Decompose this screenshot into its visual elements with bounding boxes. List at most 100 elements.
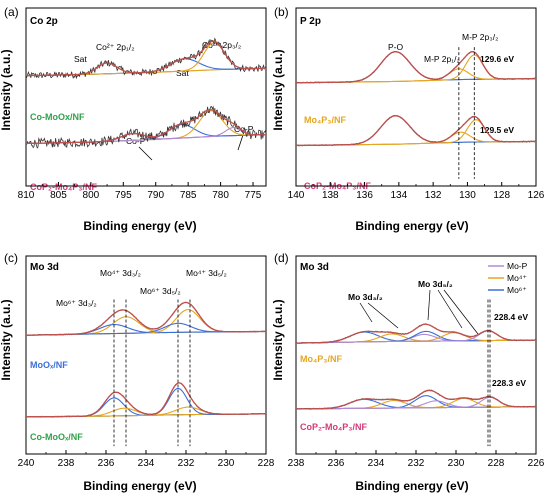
plot-frame [25, 7, 267, 187]
panel-b-title: P 2p [300, 16, 321, 27]
panel-c-sample-1-name: MoOₓ/NF [30, 360, 68, 370]
x-tick-label: 236 [328, 458, 345, 469]
panel-d-title: Mo 3d [300, 262, 329, 273]
panel-d-xlabel: Binding energy (eV) [355, 479, 468, 493]
x-tick-label: 138 [322, 190, 339, 201]
x-tick-label: 132 [425, 190, 442, 201]
x-tick-label: 240 [18, 458, 35, 469]
fit-envelope [295, 323, 537, 344]
panel-b-xlabel: Binding energy (eV) [355, 219, 468, 233]
fit-envelope [295, 389, 537, 410]
panel-c-annot-mo4-32: Mo⁴⁺ 3d₃/₂ [100, 268, 141, 278]
panel-b-annot-mp32: M-P 2p₃/₂ [462, 32, 498, 42]
panel-d-arrow-52-c [443, 289, 479, 335]
panel-a-co-2p: (a) Intensity (a.u.) Binding energy (eV)… [0, 5, 267, 233]
panel-d-annot-3d32: Mo 3d₃/₂ [348, 292, 383, 302]
x-tick-label: 790 [147, 190, 164, 201]
panel-d-ylabel: Intensity (a.u.) [271, 299, 285, 380]
panel-b-sample-1-name: Mo₄P₃/NF [304, 115, 346, 125]
plot-area [295, 50, 537, 147]
x-tick-label: 228 [488, 458, 505, 469]
panel-a-sample-2-name: CoP₂-Mo₄P₃/NF [30, 182, 97, 192]
legend-label-mo6: Mo⁶⁺ [507, 285, 527, 295]
panel-c-title: Mo 3d [30, 262, 59, 273]
panel-d-arrow-52-a [427, 289, 431, 321]
panel-a-annot-sat-left: Sat [74, 54, 87, 64]
fit-envelope [25, 40, 267, 77]
x-tick-label: 785 [180, 190, 197, 201]
x-tick-label: 234 [138, 458, 155, 469]
panel-b-p-2p: (b) Intensity (a.u.) Binding energy (eV)… [271, 5, 545, 233]
panel-c-sample-2-name: Co-MoOₓ/NF [30, 432, 83, 442]
legend-label-mo4: Mo⁴⁺ [507, 273, 527, 283]
x-tick-label: 780 [212, 190, 229, 201]
panel-d-arrow-32-b [367, 302, 399, 329]
x-tick-label: 805 [50, 190, 67, 201]
fit-envelope [295, 51, 537, 84]
panel-c-annot-mo4-52: Mo⁴⁺ 3d₅/₂ [186, 268, 227, 278]
panel-b-ylabel: Intensity (a.u.) [271, 49, 285, 130]
x-tick-label: 128 [493, 190, 510, 201]
panel-c-mo-3d: (c) Intensity (a.u.) Binding energy (eV)… [0, 251, 275, 493]
panel-a-title: Co 2p [30, 16, 58, 27]
fit-envelope [25, 382, 267, 418]
x-tick-label: 238 [58, 458, 75, 469]
panel-b-annot-e1: 129.6 eV [480, 54, 514, 64]
x-tick-label: 228 [258, 458, 275, 469]
panel-c-xlabel: Binding energy (eV) [83, 479, 196, 493]
panel-c-label: (c) [4, 251, 18, 265]
panel-d-label: (d) [274, 251, 289, 265]
x-tick-label: 130 [459, 190, 476, 201]
panel-b-annot-po: P-O [388, 42, 404, 52]
x-tick-label: 230 [448, 458, 465, 469]
plot-area [295, 323, 537, 410]
x-tick-label: 236 [98, 458, 115, 469]
x-tick-label: 795 [115, 190, 132, 201]
panel-d-annot-3d52: Mo 3d₅/₂ [418, 279, 453, 289]
x-tick-label: 232 [178, 458, 195, 469]
x-tick-label: 140 [288, 190, 305, 201]
panel-a-ylabel: Intensity (a.u.) [0, 49, 13, 130]
panel-d-annot-e1: 228.4 eV [494, 312, 528, 322]
panel-d-arrow-32-a [359, 302, 373, 323]
x-tick-label: 232 [408, 458, 425, 469]
panel-d-arrow-52-b [437, 289, 463, 329]
x-tick-label: 134 [391, 190, 408, 201]
panel-c-annot-mo6-52: Mo⁶⁺ 3d₅/₂ [140, 286, 181, 296]
raw-spectrum [25, 37, 267, 80]
x-tick-label: 234 [368, 458, 385, 469]
panel-b-label: (b) [274, 5, 289, 19]
x-tick-label: 810 [18, 190, 35, 201]
panel-a-arrow-cop-left [138, 146, 153, 161]
plot-area [25, 37, 267, 149]
panel-b-annot-e2: 129.5 eV [480, 125, 514, 135]
panel-a-annot-co2p12: Co²⁺ 2p₁/₂ [96, 42, 135, 52]
fit-envelope [25, 108, 267, 145]
x-tick-label: 226 [528, 458, 545, 469]
plot-area [25, 301, 267, 418]
panel-a-annot-cop-left: Co-P [126, 136, 146, 146]
raw-spectrum [25, 105, 267, 149]
panel-d-sample-2-name: CoP₂-Mo₄P₃/NF [300, 422, 367, 432]
panel-a-label: (a) [4, 5, 19, 19]
panel-d-mo-3d: (d) Intensity (a.u.) Binding energy (eV)… [271, 251, 545, 493]
panel-a-sample-1-name: Co-MoOx/NF [30, 112, 85, 122]
panel-d-sample-1-name: Mo₄P₃/NF [300, 354, 342, 364]
panel-a-annot-co2p32: Co²⁺ 2p₃/₂ [202, 40, 241, 50]
x-tick-label: 775 [245, 190, 262, 201]
fit-envelope [295, 115, 537, 147]
panel-d-annot-e2: 228.3 eV [492, 378, 526, 388]
x-tick-label: 230 [218, 458, 235, 469]
panel-c-annot-mo6-32: Mo⁶⁺ 3d₃/₂ [56, 298, 97, 308]
panel-a-arrow-cop-right [237, 134, 244, 151]
x-tick-label: 126 [528, 190, 545, 201]
panel-b-annot-mp12: M-P 2p₁/₂ [424, 54, 460, 64]
x-tick-label: 238 [288, 458, 305, 469]
x-tick-label: 136 [356, 190, 373, 201]
x-tick-label: 800 [83, 190, 100, 201]
legend-label-mo-p: Mo-P [507, 261, 528, 271]
panel-c-ylabel: Intensity (a.u.) [0, 299, 13, 380]
fit-envelope [25, 301, 267, 336]
panel-a-xlabel: Binding energy (eV) [83, 219, 196, 233]
